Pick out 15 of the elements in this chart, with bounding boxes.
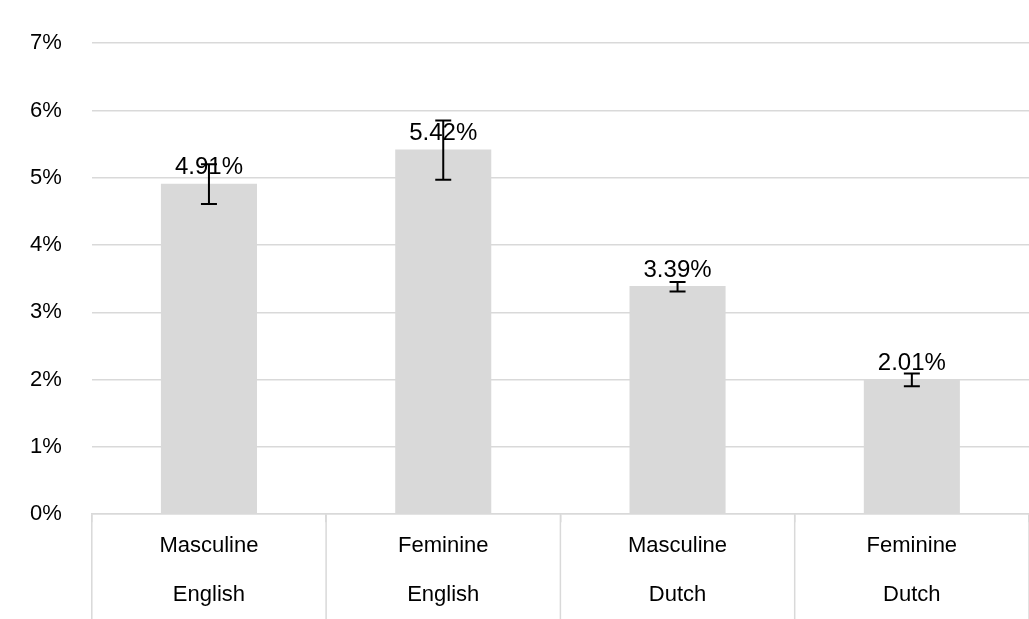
- y-tick-label: 3%: [30, 298, 62, 324]
- y-tick-label: 2%: [30, 365, 62, 391]
- x-tick-label: Masculine English: [159, 532, 259, 606]
- y-tick-label: 6%: [30, 96, 62, 122]
- data-label: 2.01%: [877, 347, 946, 375]
- x-tick-label: Feminine Dutch: [866, 532, 958, 606]
- y-tick-label: 1%: [30, 432, 62, 458]
- data-label: 3.39%: [643, 254, 712, 282]
- y-tick-label: 0%: [30, 500, 62, 526]
- data-label: 4.91%: [174, 152, 243, 180]
- y-tick-label: 7%: [30, 29, 62, 55]
- x-tick-label: Feminine English: [398, 532, 489, 606]
- y-tick-label: 5%: [30, 163, 62, 189]
- y-tick-label: 4%: [30, 231, 62, 257]
- x-tick-label: Masculine Dutch: [628, 532, 728, 606]
